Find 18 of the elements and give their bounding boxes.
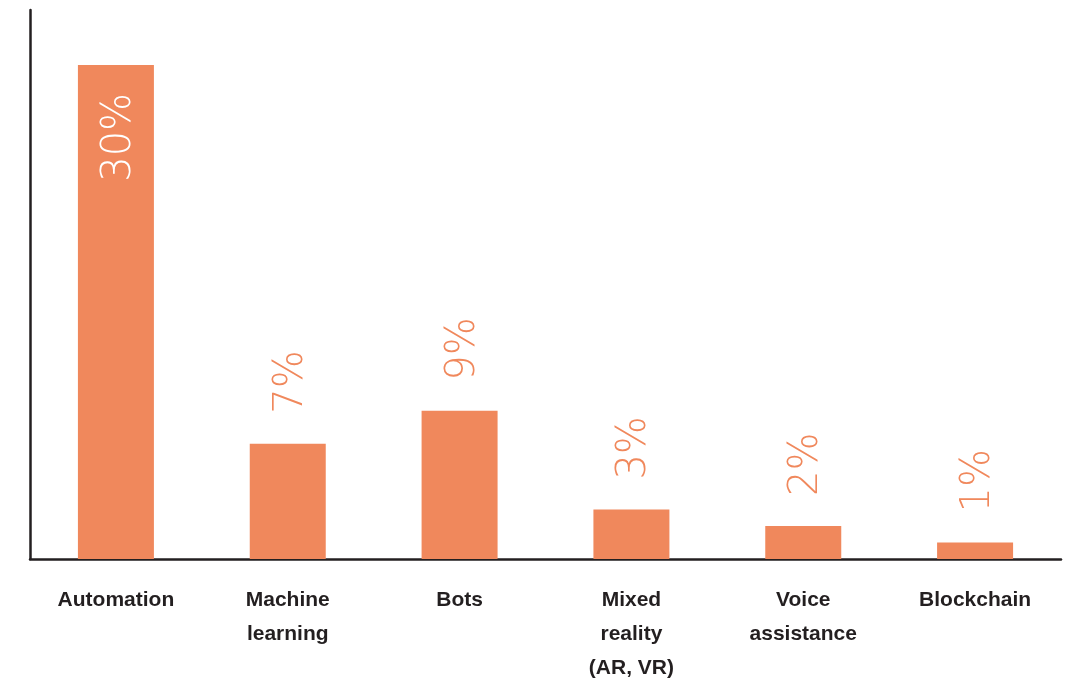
x-tick-label: Machine learning [245, 586, 330, 644]
data-label: 7% [264, 350, 311, 414]
data-label: 9% [436, 317, 483, 381]
data-label: 1% [952, 449, 999, 513]
data-label: 2% [780, 432, 827, 497]
data-label: 30% [92, 92, 139, 182]
bar [421, 410, 498, 559]
x-tick-label: Blockchain [919, 586, 1032, 610]
data-label: 3% [608, 416, 655, 480]
x-tick-label: Bots [436, 586, 483, 610]
bar [77, 64, 154, 559]
x-tick-label: Voice assistance [749, 586, 857, 644]
x-tick-label: Mixed reality (AR, VR) [588, 586, 674, 678]
bar [249, 443, 326, 559]
bar [593, 509, 670, 559]
bar [937, 542, 1014, 559]
bar [765, 526, 842, 559]
x-tick-label: Automation [57, 586, 175, 610]
